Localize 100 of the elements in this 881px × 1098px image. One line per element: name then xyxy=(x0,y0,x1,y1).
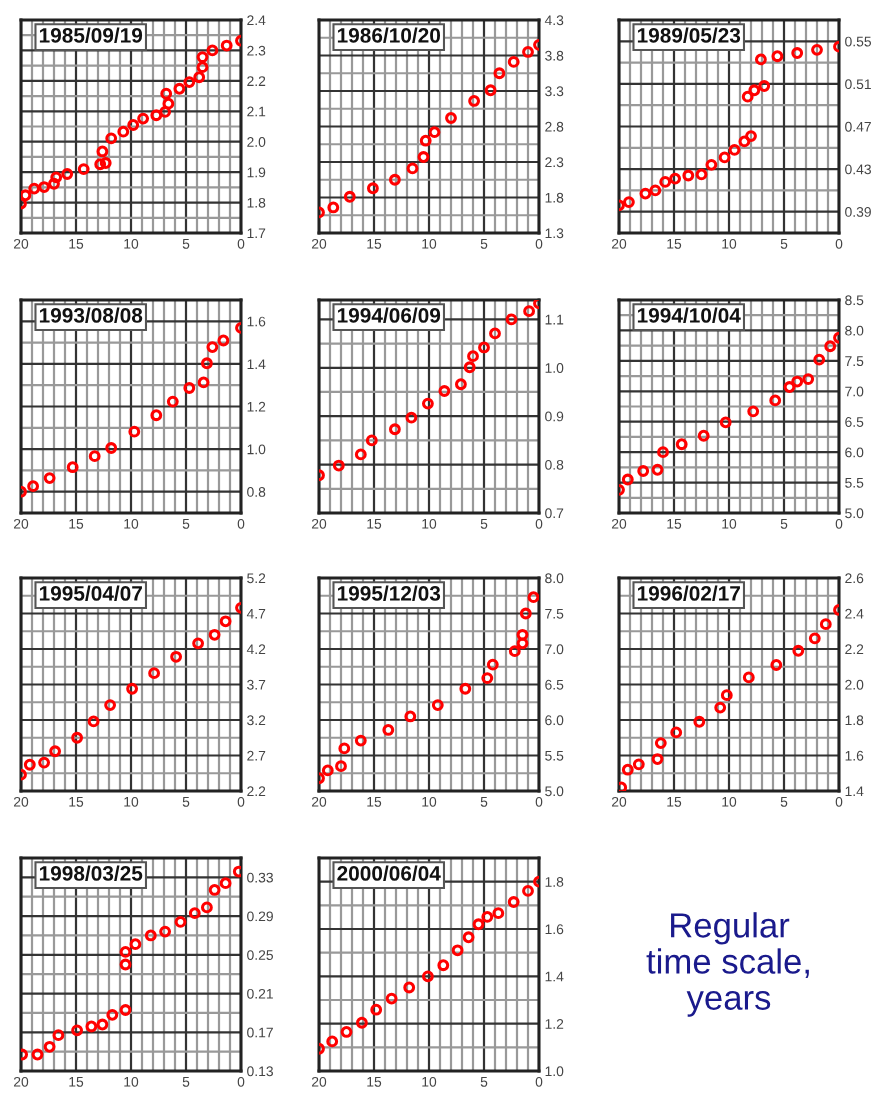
y-tick-label: 0.17 xyxy=(247,1027,273,1038)
y-tick-label: 2.2 xyxy=(247,76,266,86)
x-tick-label: 5 xyxy=(780,519,788,529)
y-tick-label: 1.0 xyxy=(247,444,266,455)
x-tick-label: 10 xyxy=(124,796,139,807)
y-tick-label: 4.3 xyxy=(544,15,564,26)
y-tick-label: 5.2 xyxy=(247,573,266,584)
x-tick-label: 15 xyxy=(367,519,382,529)
y-tick-label: 0.8 xyxy=(247,487,266,497)
x-tick-label: 5 xyxy=(780,239,788,249)
y-tick-label: 2.3 xyxy=(545,157,564,168)
x-tick-label: 5 xyxy=(182,239,190,249)
x-tick-label: 15 xyxy=(367,797,382,807)
y-tick-label: 1.8 xyxy=(545,192,564,203)
x-tick-label: 5 xyxy=(480,519,488,529)
y-tick-label: 1.2 xyxy=(545,1019,564,1029)
y-tick-label: 1.6 xyxy=(247,316,266,327)
x-tick-label: 15 xyxy=(69,1077,84,1087)
x-tick-label: 10 xyxy=(722,796,737,807)
x-tick-label: 20 xyxy=(13,238,29,249)
y-tick-label: 1.4 xyxy=(247,359,266,369)
x-tick-label: 0 xyxy=(835,518,843,529)
chart-title: 1996/02/17 xyxy=(637,585,740,601)
x-tick-label: 15 xyxy=(367,1077,382,1087)
y-tick-label: 2.2 xyxy=(247,786,266,797)
x-tick-label: 0 xyxy=(237,518,245,529)
y-tick-label: 7.0 xyxy=(545,644,564,655)
x-tick-label: 15 xyxy=(667,239,682,249)
y-tick-label: 0.9 xyxy=(545,411,564,422)
chart-title: 1998/03/25 xyxy=(39,865,143,881)
x-tick-label: 0 xyxy=(535,238,543,249)
chart-title: 1993/08/08 xyxy=(39,307,143,323)
x-tick-label: 20 xyxy=(311,518,327,529)
y-tick-label: 1.6 xyxy=(545,924,564,935)
y-tick-label: 2.0 xyxy=(247,137,266,147)
y-tick-label: 1.8 xyxy=(545,877,564,887)
y-tick-label: 2.6 xyxy=(845,573,864,584)
y-tick-label: 3.8 xyxy=(545,50,564,61)
y-tick-label: 5.5 xyxy=(545,750,564,761)
y-tick-label: 5.5 xyxy=(845,478,864,488)
x-tick-label: 20 xyxy=(611,796,627,807)
y-tick-label: 0.21 xyxy=(247,988,273,999)
x-tick-label: 15 xyxy=(667,519,682,529)
x-tick-label: 5 xyxy=(480,239,488,249)
y-tick-label: 1.4 xyxy=(845,786,864,797)
x-tick-label: 20 xyxy=(13,796,29,807)
y-tick-label: 1.4 xyxy=(545,971,564,982)
x-tick-label: 15 xyxy=(367,239,382,249)
y-tick-label: 1.8 xyxy=(845,715,864,726)
y-tick-label: 6.0 xyxy=(845,447,864,458)
x-tick-label: 5 xyxy=(182,797,190,807)
y-tick-label: 4.7 xyxy=(246,608,266,619)
x-tick-label: 5 xyxy=(182,519,190,529)
y-tick-label: 2.1 xyxy=(247,106,266,117)
y-tick-label: 7.5 xyxy=(545,608,564,619)
y-tick-label: 1.6 xyxy=(845,750,864,761)
y-tick-label: 1.7 xyxy=(247,228,266,239)
y-tick-label: 6.0 xyxy=(545,715,564,726)
text: Regular time scale, years xyxy=(646,912,809,1017)
x-tick-label: 0 xyxy=(835,796,843,807)
y-tick-label: 0.43 xyxy=(845,164,871,175)
y-tick-label: 0.55 xyxy=(845,36,872,47)
x-tick-label: 20 xyxy=(311,796,327,807)
y-tick-label: 0.25 xyxy=(247,950,273,960)
chart-title: 1985/09/19 xyxy=(39,27,143,43)
x-tick-label: 0 xyxy=(835,238,843,249)
y-tick-label: 0.29 xyxy=(247,911,273,922)
x-tick-label: 0 xyxy=(535,1076,543,1087)
y-tick-label: 1.0 xyxy=(545,1066,564,1077)
y-tick-label: 2.2 xyxy=(845,644,864,655)
y-tick-label: 3.2 xyxy=(247,715,266,726)
x-tick-label: 15 xyxy=(69,797,84,807)
y-tick-label: 4.2 xyxy=(246,644,266,655)
y-tick-label: 7.5 xyxy=(845,356,864,367)
x-tick-label: 20 xyxy=(311,238,327,249)
x-tick-label: 10 xyxy=(124,518,139,529)
y-tick-label: 2.4 xyxy=(247,15,266,26)
y-tick-label: 5.0 xyxy=(845,508,864,519)
y-tick-label: 0.13 xyxy=(247,1066,273,1077)
y-tick-label: 2.0 xyxy=(845,679,864,690)
x-tick-label: 10 xyxy=(422,796,437,807)
x-tick-label: 10 xyxy=(124,238,139,249)
y-tick-label: 2.3 xyxy=(247,45,266,56)
x-tick-label: 5 xyxy=(780,797,788,807)
x-tick-label: 20 xyxy=(611,238,627,249)
x-tick-label: 20 xyxy=(13,1076,29,1087)
chart-title: 1994/10/04 xyxy=(637,307,741,323)
y-tick-label: 6.5 xyxy=(845,417,864,427)
y-tick-label: 8.0 xyxy=(845,325,864,336)
y-tick-label: 1.1 xyxy=(545,314,564,325)
y-tick-label: 0.8 xyxy=(545,459,564,470)
x-tick-label: 0 xyxy=(535,796,543,807)
y-tick-label: 0.33 xyxy=(247,872,273,883)
x-tick-label: 10 xyxy=(422,238,437,249)
y-tick-label: 3.3 xyxy=(545,86,564,97)
y-tick-label: 2.4 xyxy=(845,608,864,619)
x-tick-label: 0 xyxy=(237,1076,245,1087)
x-tick-label: 10 xyxy=(722,238,737,249)
x-tick-label: 10 xyxy=(422,518,437,529)
x-tick-label: 15 xyxy=(69,239,84,249)
